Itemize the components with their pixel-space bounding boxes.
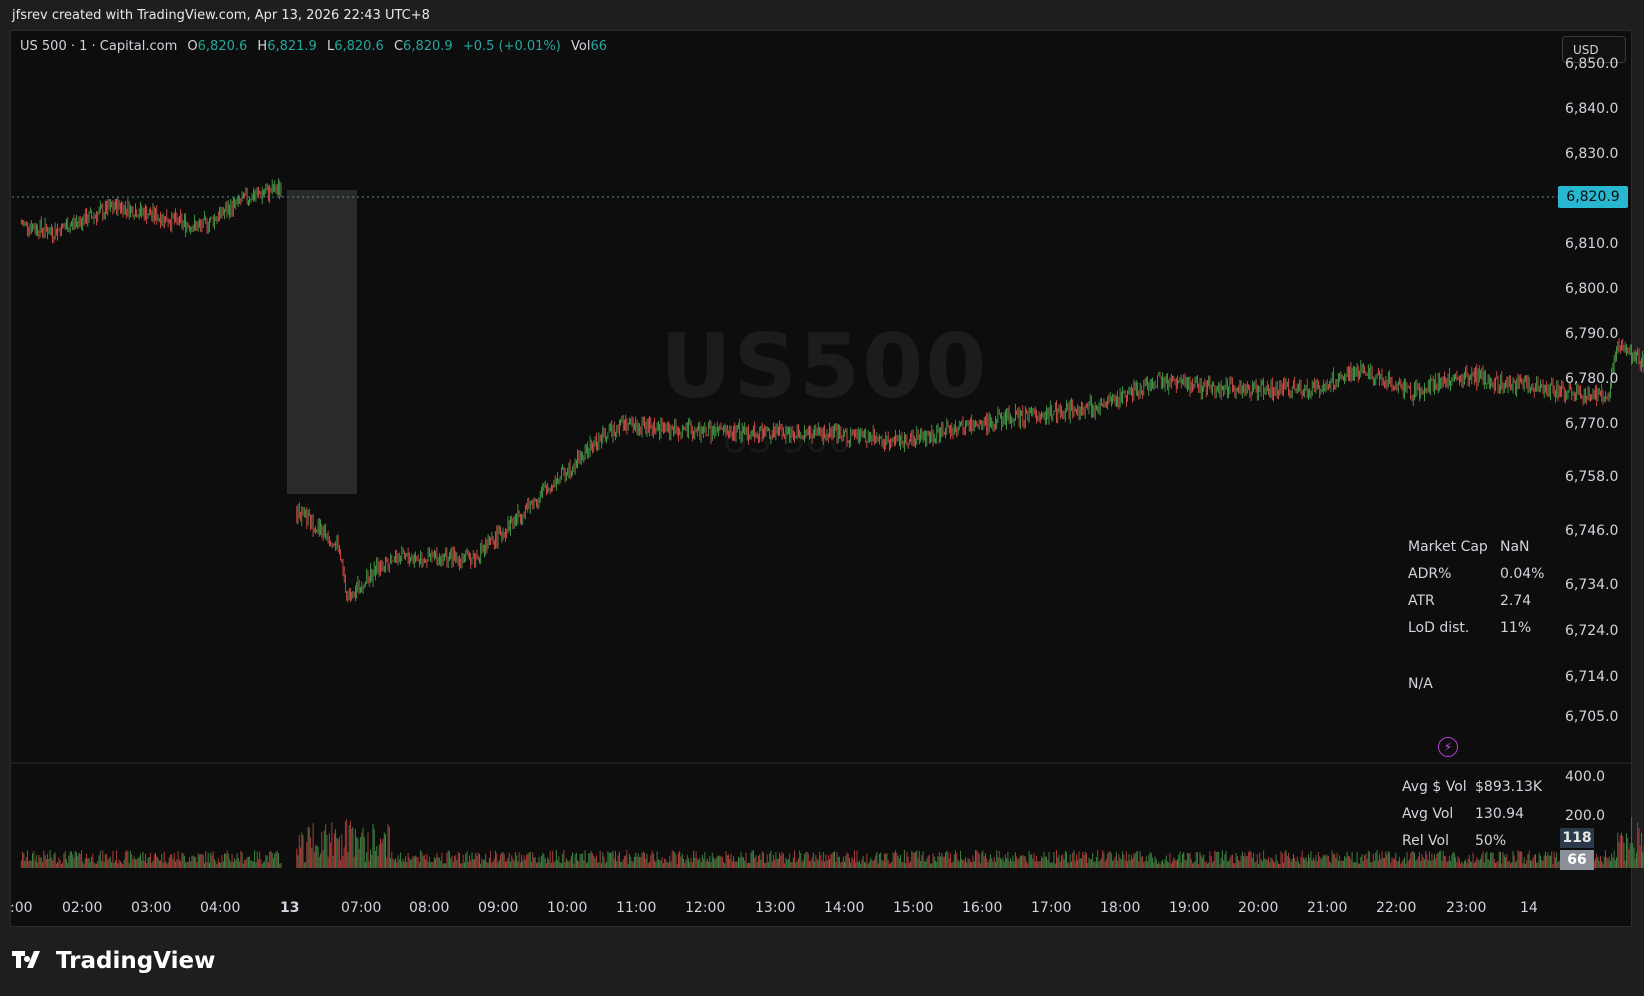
stats-label: Market Cap: [1408, 539, 1488, 555]
time-axis-label: 15:00: [893, 900, 934, 916]
currency-button[interactable]: USD: [1562, 36, 1626, 63]
time-axis-label: 14: [1520, 900, 1538, 916]
stats-value: $893.13K: [1475, 779, 1543, 795]
lightning-icon[interactable]: ⚡: [1438, 737, 1458, 757]
session-gap-highlight: [287, 190, 357, 494]
high-label: H: [257, 39, 268, 54]
current-price-tag: 6,820.9: [1558, 186, 1628, 208]
time-axis-label: 17:00: [1031, 900, 1072, 916]
time-axis-label: 22:00: [1376, 900, 1417, 916]
volume-value: 66: [590, 39, 607, 54]
time-axis-label: 20:00: [1238, 900, 1279, 916]
time-axis-label: 02:00: [62, 900, 103, 916]
price-axis-label: 6,800.0: [1565, 281, 1619, 297]
price-axis-label: 6,830.0: [1565, 146, 1619, 162]
low-label: L: [326, 39, 335, 54]
time-axis-label: 19:00: [1169, 900, 1210, 916]
time-axis-label: 18:00: [1100, 900, 1141, 916]
time-axis-label: 12:00: [685, 900, 726, 916]
stats-label: Rel Vol: [1402, 833, 1449, 849]
candles-group: [20, 177, 1644, 603]
price-axis-label: 6,770.0: [1565, 416, 1619, 432]
price-axis-label: 6,758.0: [1565, 469, 1619, 485]
open-value: 6,820.6: [197, 39, 248, 54]
time-axis-label: 07:00: [341, 900, 382, 916]
time-axis-label: 08:00: [409, 900, 450, 916]
stats-value: NaN: [1500, 539, 1530, 555]
chart-pane[interactable]: [10, 30, 1632, 927]
stats-label: ADR%: [1408, 566, 1452, 582]
stats-value: 0.04%: [1500, 566, 1545, 582]
volume-axis-label-200: 200.0: [1565, 808, 1606, 824]
stats-value: 2.74: [1500, 593, 1532, 609]
time-axis-label: 14:00: [824, 900, 865, 916]
time-axis-label: 13: [280, 900, 300, 916]
attribution-bar: jfsrev created with TradingView.com, Apr…: [0, 0, 1644, 30]
volume-bars-group: [20, 816, 1644, 868]
time-axis-label: 03:00: [131, 900, 172, 916]
tradingview-wordmark: TradingView: [56, 948, 216, 974]
volume-label: Vol: [571, 39, 591, 54]
time-axis-label: 21:00: [1307, 900, 1348, 916]
volume-axis-label-400: 400.0: [1565, 769, 1606, 785]
stats-note: N/A: [1408, 676, 1433, 692]
time-axis-label: 11:00: [616, 900, 657, 916]
price-axis-label: 6,790.0: [1565, 326, 1619, 342]
time-axis-label: 09:00: [478, 900, 519, 916]
stats-value: 11%: [1500, 620, 1532, 636]
low-value: 6,820.6: [334, 39, 384, 54]
price-axis-label: 6,734.0: [1565, 577, 1619, 593]
time-axis-label: 04:00: [200, 900, 241, 916]
symbol-watermark: US500: [660, 315, 989, 418]
avg-volume-tag: 118: [1560, 828, 1594, 848]
symbol-name[interactable]: US 500 · 1 · Capital.com: [20, 39, 178, 54]
stats-label: LoD dist.: [1408, 620, 1470, 636]
high-value: 6,821.9: [267, 39, 317, 54]
price-axis-label: 6,705.0: [1565, 709, 1619, 725]
current-volume-tag: 66: [1560, 850, 1594, 870]
price-axis-label: 6,850.0: [1565, 56, 1619, 72]
price-axis-label: 6,746.0: [1565, 523, 1619, 539]
tradingview-logo[interactable]: TradingView: [12, 948, 215, 974]
attribution-text: jfsrev created with TradingView.com, Apr…: [12, 8, 430, 23]
time-axis-label: 16:00: [962, 900, 1003, 916]
stats-label: Avg $ Vol: [1402, 779, 1467, 795]
stats-label: ATR: [1408, 593, 1435, 609]
close-label: C: [393, 39, 404, 54]
price-axis-label: 6,780.0: [1565, 371, 1619, 387]
stats-value: 130.94: [1475, 806, 1524, 822]
time-axis-label: 23:00: [1446, 900, 1487, 916]
open-label: O: [187, 39, 198, 54]
time-axis-label: :00: [10, 900, 33, 916]
price-axis-label: 6,714.0: [1565, 669, 1619, 685]
price-axis-label: 6,810.0: [1565, 236, 1619, 252]
stats-label: Avg Vol: [1402, 806, 1454, 822]
tradingview-mark-icon: [12, 949, 48, 974]
price-axis-label: 6,840.0: [1565, 101, 1619, 117]
stats-value: 50%: [1475, 833, 1507, 849]
price-axis-label: 6,724.0: [1565, 623, 1619, 639]
change-value: +0.5 (+0.01%): [462, 39, 561, 54]
ohlc-legend[interactable]: US 500 · 1 · Capital.com O6,820.6 H6,821…: [20, 39, 607, 54]
time-axis-label: 10:00: [547, 900, 588, 916]
time-axis-label: 13:00: [755, 900, 796, 916]
close-value: 6,820.9: [403, 39, 453, 54]
session-gap-box: [287, 190, 357, 494]
